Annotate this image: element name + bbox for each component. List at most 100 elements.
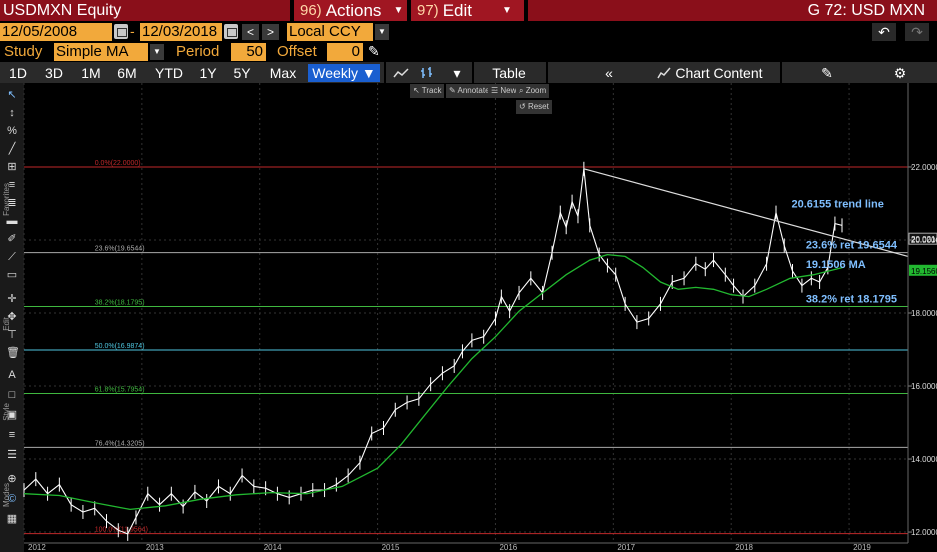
x-tick-label: 2018	[735, 543, 753, 552]
fill-icon[interactable]: ▣	[6, 409, 18, 421]
toolbar-divider	[546, 62, 548, 83]
mode-grid-icon[interactable]: ▦	[6, 513, 18, 525]
annotate-button[interactable]: ✎ Annotate	[446, 84, 493, 98]
edit-chart-icon[interactable]: ✎	[816, 64, 838, 82]
title-bar: USDMXN Equity 96) Actions ▼ 97) Edit ▼ G…	[0, 0, 937, 21]
undo-icon[interactable]: ↶	[872, 23, 896, 41]
price-line	[23, 168, 843, 535]
chart-content-label: Chart Content	[675, 65, 763, 81]
toolbar-divider	[780, 62, 782, 83]
y-tick-label: 16.0000	[911, 382, 937, 391]
currency-dropdown-icon[interactable]: ▼	[375, 24, 389, 40]
style-icon[interactable]: ≡	[8, 429, 16, 441]
drawing-toolbar: ↖ ↕ % ╱ ⊞ ≡ ≣ ▬ ✐ ⟋ ▭ ✛ ✥ ⊤ 🗑 A □ ▣ ≡ ☰ …	[0, 83, 24, 552]
range-1d[interactable]: 1D	[4, 64, 32, 82]
collapse-icon[interactable]: «	[598, 64, 620, 82]
fib-level-label: 100.0%(11.9564)	[95, 527, 148, 534]
y-tick-label: 18.0000	[911, 309, 937, 318]
range-1m[interactable]: 1M	[76, 64, 106, 82]
font-icon[interactable]: A	[8, 369, 16, 381]
scroll-icon[interactable]: ↕	[9, 107, 15, 119]
frequency-select[interactable]: Weekly ▼	[308, 64, 380, 82]
channel-icon[interactable]: ≡	[8, 179, 16, 191]
offset-field[interactable]: 0	[327, 43, 363, 61]
bar-chart-icon[interactable]	[416, 64, 438, 82]
mode-c-icon[interactable]: ©	[7, 493, 17, 505]
price-chart[interactable]: 0.0%(22.0000) 23.6%(19.6544) 38.2%(18.1795…	[0, 83, 937, 552]
period-field[interactable]: 50	[231, 43, 266, 61]
line-tool-icon[interactable]: ╱	[8, 143, 16, 155]
range-max[interactable]: Max	[262, 64, 304, 82]
text-tool-icon[interactable]: ⊤	[7, 329, 17, 341]
fib-level-label: 0.0%(22.0000)	[95, 160, 141, 167]
date-dash: -	[130, 23, 135, 39]
pen-icon[interactable]: ✐	[7, 233, 17, 245]
study-field[interactable]: Simple MA	[54, 43, 148, 61]
move-icon[interactable]: ✥	[7, 311, 17, 323]
fib-level-label: 76.4%(14.3205)	[95, 440, 145, 447]
measure-icon[interactable]: ⊞	[7, 161, 17, 173]
toolbar-divider	[384, 62, 386, 83]
chart-annotation: 23.6% ret 19.6544	[806, 240, 898, 252]
range-6m[interactable]: 6M	[112, 64, 142, 82]
chart-annotation: 38.2% ret 18.1795	[806, 293, 897, 305]
currency-field[interactable]: Local CCY	[287, 23, 373, 41]
prev-period-button[interactable]: <	[242, 24, 259, 40]
ma-price-tag	[909, 264, 937, 276]
frequency-label: Weekly	[312, 65, 358, 81]
zoom-button[interactable]: ⌕ Zoom	[516, 84, 550, 98]
x-tick-label: 2017	[617, 543, 635, 552]
last-price-tag	[908, 232, 937, 245]
reset-button[interactable]: ↺ Reset	[516, 100, 552, 114]
start-calendar-icon[interactable]	[114, 24, 128, 39]
y-tick-label: 20.0000	[911, 236, 937, 245]
range-1y[interactable]: 1Y	[194, 64, 222, 82]
y-tick-label: 14.0000	[911, 455, 937, 464]
last-price-label: 20.0214	[911, 235, 937, 244]
x-tick-label: 2013	[146, 543, 164, 552]
range-ytd[interactable]: YTD	[148, 64, 190, 82]
delete-icon[interactable]: 🗑	[6, 347, 20, 359]
track-button[interactable]: ↖ Track	[410, 84, 445, 98]
study-label: Study	[4, 43, 43, 60]
chart-annotation: 20.6155 trend line	[791, 199, 883, 211]
news-button[interactable]: ☰ News	[488, 84, 524, 98]
cross-tool-icon[interactable]: ✛	[7, 293, 17, 305]
actions-menu[interactable]: 96) Actions ▼	[294, 0, 407, 21]
study-dropdown-icon[interactable]: ▼	[150, 44, 164, 60]
edit-menu[interactable]: 97) Edit ▼	[411, 0, 524, 21]
chart-area[interactable]: ↖ ↕ % ╱ ⊞ ≡ ≣ ▬ ✐ ⟋ ▭ ✛ ✥ ⊤ 🗑 A □ ▣ ≡ ☰ …	[0, 83, 937, 552]
line-chart-icon[interactable]	[390, 64, 412, 82]
pointer-icon[interactable]: ↖	[7, 89, 17, 101]
settings-gear-icon[interactable]: ⚙	[888, 64, 912, 82]
start-date-field[interactable]: 12/05/2008	[0, 23, 112, 41]
rect-tool-icon[interactable]: ▭	[6, 269, 18, 281]
period-label: Period	[176, 43, 220, 60]
toolbar-divider	[472, 62, 474, 83]
zoom-label: Zoom	[525, 86, 547, 95]
bar-tool-icon[interactable]: ▬	[6, 215, 18, 227]
end-date-field[interactable]: 12/03/2018	[140, 23, 222, 41]
edit-label: Edit	[442, 1, 472, 20]
edit-number: 97)	[417, 2, 439, 19]
percent-icon[interactable]: %	[7, 125, 17, 137]
range-5y[interactable]: 5Y	[228, 64, 256, 82]
annotate-label: Annotate	[457, 86, 490, 95]
pencil-icon[interactable]: ✎	[368, 43, 380, 59]
offset-label: Offset	[277, 43, 317, 60]
trend-line	[583, 168, 909, 257]
lines-icon[interactable]: ☰	[7, 449, 17, 461]
next-period-button[interactable]: >	[262, 24, 279, 40]
fib-icon[interactable]: ≣	[7, 197, 17, 209]
trend-tool-icon[interactable]: ⟋	[8, 251, 16, 263]
redo-icon[interactable]: ↷	[905, 23, 929, 41]
chart-type-dropdown-icon[interactable]: ▾	[446, 64, 468, 82]
fib-level-label: 38.2%(18.1795)	[95, 299, 145, 306]
square-icon[interactable]: □	[8, 389, 16, 401]
zoom-mode-icon[interactable]: ⊕	[7, 473, 17, 485]
x-tick-label: 2016	[499, 543, 517, 552]
end-calendar-icon[interactable]	[224, 24, 238, 39]
table-button[interactable]: Table	[476, 64, 542, 82]
range-3d[interactable]: 3D	[40, 64, 68, 82]
chart-content-button[interactable]: Chart Content	[648, 64, 772, 82]
